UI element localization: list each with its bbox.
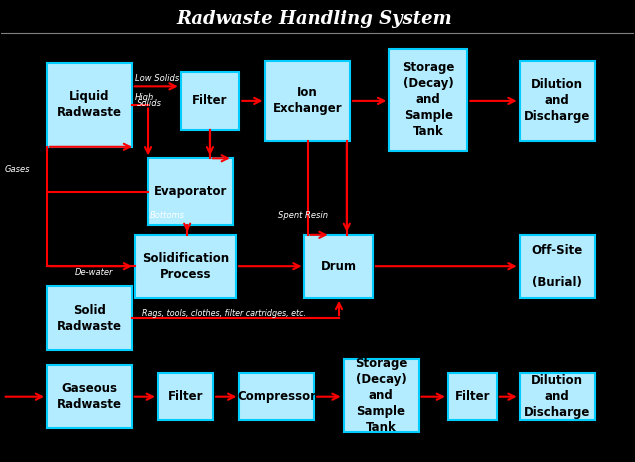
FancyBboxPatch shape [239, 372, 314, 420]
Text: Solidification
Process: Solidification Process [142, 252, 229, 281]
Text: Storage
(Decay)
and
Sample
Tank: Storage (Decay) and Sample Tank [355, 357, 407, 434]
Text: Drum: Drum [321, 260, 357, 273]
Text: Evaporator: Evaporator [154, 185, 227, 198]
Text: Dilution
and
Discharge: Dilution and Discharge [524, 374, 590, 419]
Text: Spent Resin: Spent Resin [278, 211, 328, 219]
FancyBboxPatch shape [519, 61, 594, 141]
FancyBboxPatch shape [47, 365, 131, 428]
FancyBboxPatch shape [304, 235, 373, 298]
Text: Dilution
and
Discharge: Dilution and Discharge [524, 79, 590, 123]
Text: Compressor: Compressor [237, 390, 316, 403]
FancyBboxPatch shape [448, 372, 497, 420]
Text: Radwaste Handling System: Radwaste Handling System [177, 10, 452, 28]
FancyBboxPatch shape [344, 359, 418, 432]
Text: Ion
Exchanger: Ion Exchanger [273, 86, 342, 116]
Text: De-water: De-water [74, 268, 113, 277]
Text: Gaseous
Radwaste: Gaseous Radwaste [57, 382, 122, 411]
Text: Gases: Gases [4, 164, 30, 174]
FancyBboxPatch shape [180, 72, 239, 129]
Text: Solids: Solids [137, 99, 162, 108]
FancyBboxPatch shape [47, 286, 131, 350]
FancyBboxPatch shape [135, 235, 236, 298]
Text: Filter: Filter [168, 390, 203, 403]
Text: Filter: Filter [455, 390, 490, 403]
Text: Storage
(Decay)
and
Sample
Tank: Storage (Decay) and Sample Tank [402, 61, 455, 139]
FancyBboxPatch shape [158, 372, 213, 420]
FancyBboxPatch shape [148, 158, 233, 225]
FancyBboxPatch shape [265, 61, 350, 141]
Text: Off-Site

(Burial): Off-Site (Burial) [531, 244, 583, 289]
Text: Low Solids: Low Solids [135, 73, 179, 83]
FancyBboxPatch shape [47, 63, 131, 147]
FancyBboxPatch shape [519, 372, 594, 420]
Text: Liquid
Radwaste: Liquid Radwaste [57, 90, 122, 119]
FancyBboxPatch shape [519, 235, 594, 298]
Text: Solid
Radwaste: Solid Radwaste [57, 304, 122, 333]
Text: Filter: Filter [192, 94, 228, 107]
Text: Rags, tools, clothes, filter cartridges, etc.: Rags, tools, clothes, filter cartridges,… [142, 309, 305, 318]
FancyBboxPatch shape [389, 49, 467, 151]
Text: High: High [135, 93, 154, 102]
Text: Bottoms: Bottoms [150, 211, 185, 219]
